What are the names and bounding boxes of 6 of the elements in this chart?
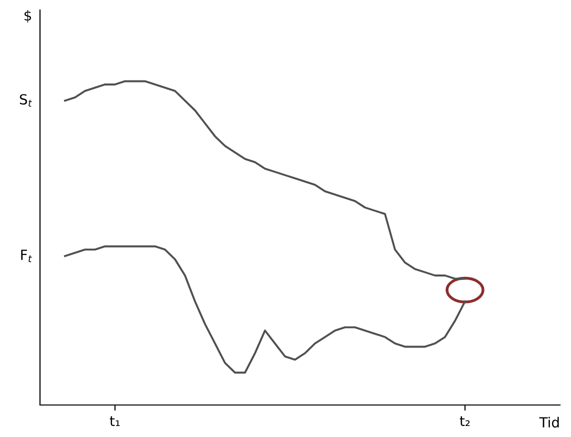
y-axis-title: $ bbox=[24, 10, 32, 23]
text: F$_{t}$ bbox=[21, 250, 32, 262]
text: S$_{t}$ bbox=[20, 94, 32, 107]
x-axis-title: Tid bbox=[539, 416, 559, 428]
x-tick-label: t₂ bbox=[460, 416, 470, 426]
x-tick-label: t₁ bbox=[110, 416, 120, 426]
